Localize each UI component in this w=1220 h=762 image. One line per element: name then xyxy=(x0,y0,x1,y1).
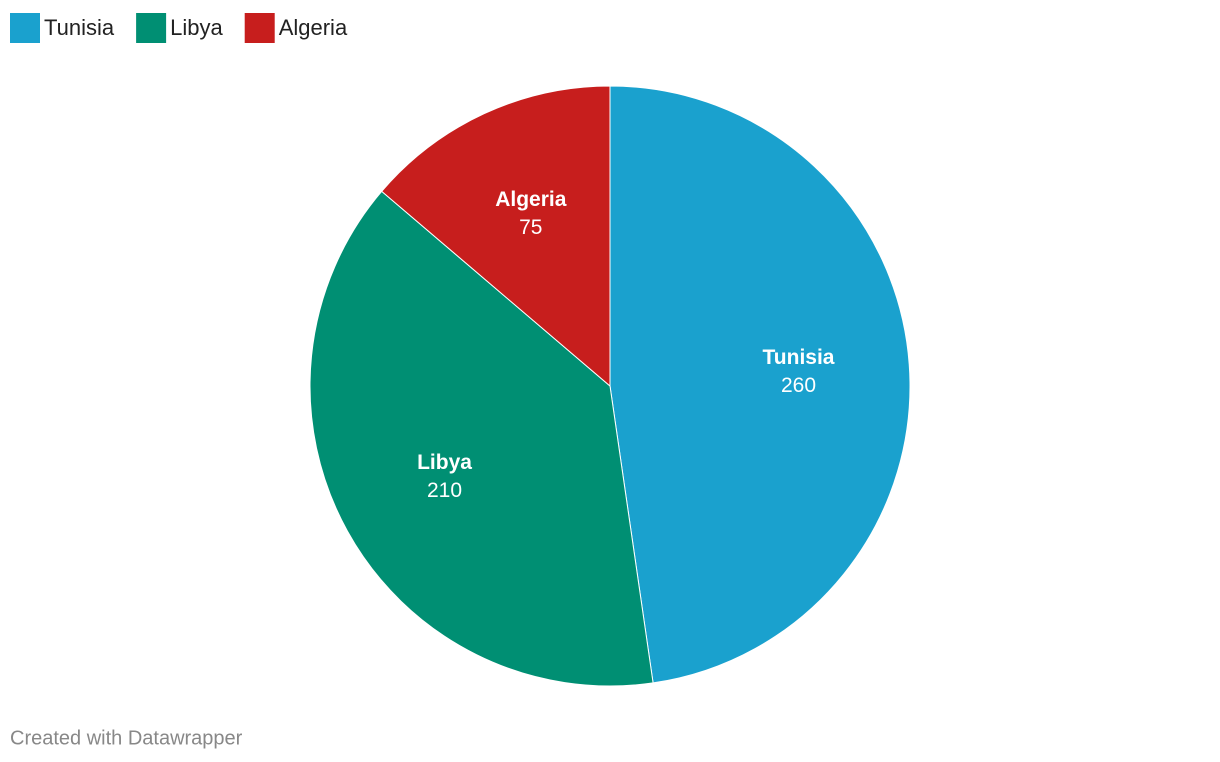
slice-value: 210 xyxy=(427,479,462,502)
legend-swatch xyxy=(136,13,167,43)
slice-value: 260 xyxy=(781,374,816,397)
pie-slice xyxy=(309,190,654,687)
legend-label: Tunisia xyxy=(44,15,115,40)
slice-name: Tunisia xyxy=(763,346,835,369)
legend-swatch xyxy=(244,13,275,43)
pie-slice xyxy=(609,85,911,684)
slice-name: Libya xyxy=(417,451,472,474)
credit: Created with Datawrapper xyxy=(10,727,243,749)
slice-value: 75 xyxy=(519,216,542,239)
pie-slice xyxy=(381,85,611,388)
legend-label: Libya xyxy=(170,15,223,40)
legend-swatch xyxy=(10,13,40,43)
slice-name: Algeria xyxy=(495,188,567,211)
legend-label: Algeria xyxy=(279,15,348,40)
